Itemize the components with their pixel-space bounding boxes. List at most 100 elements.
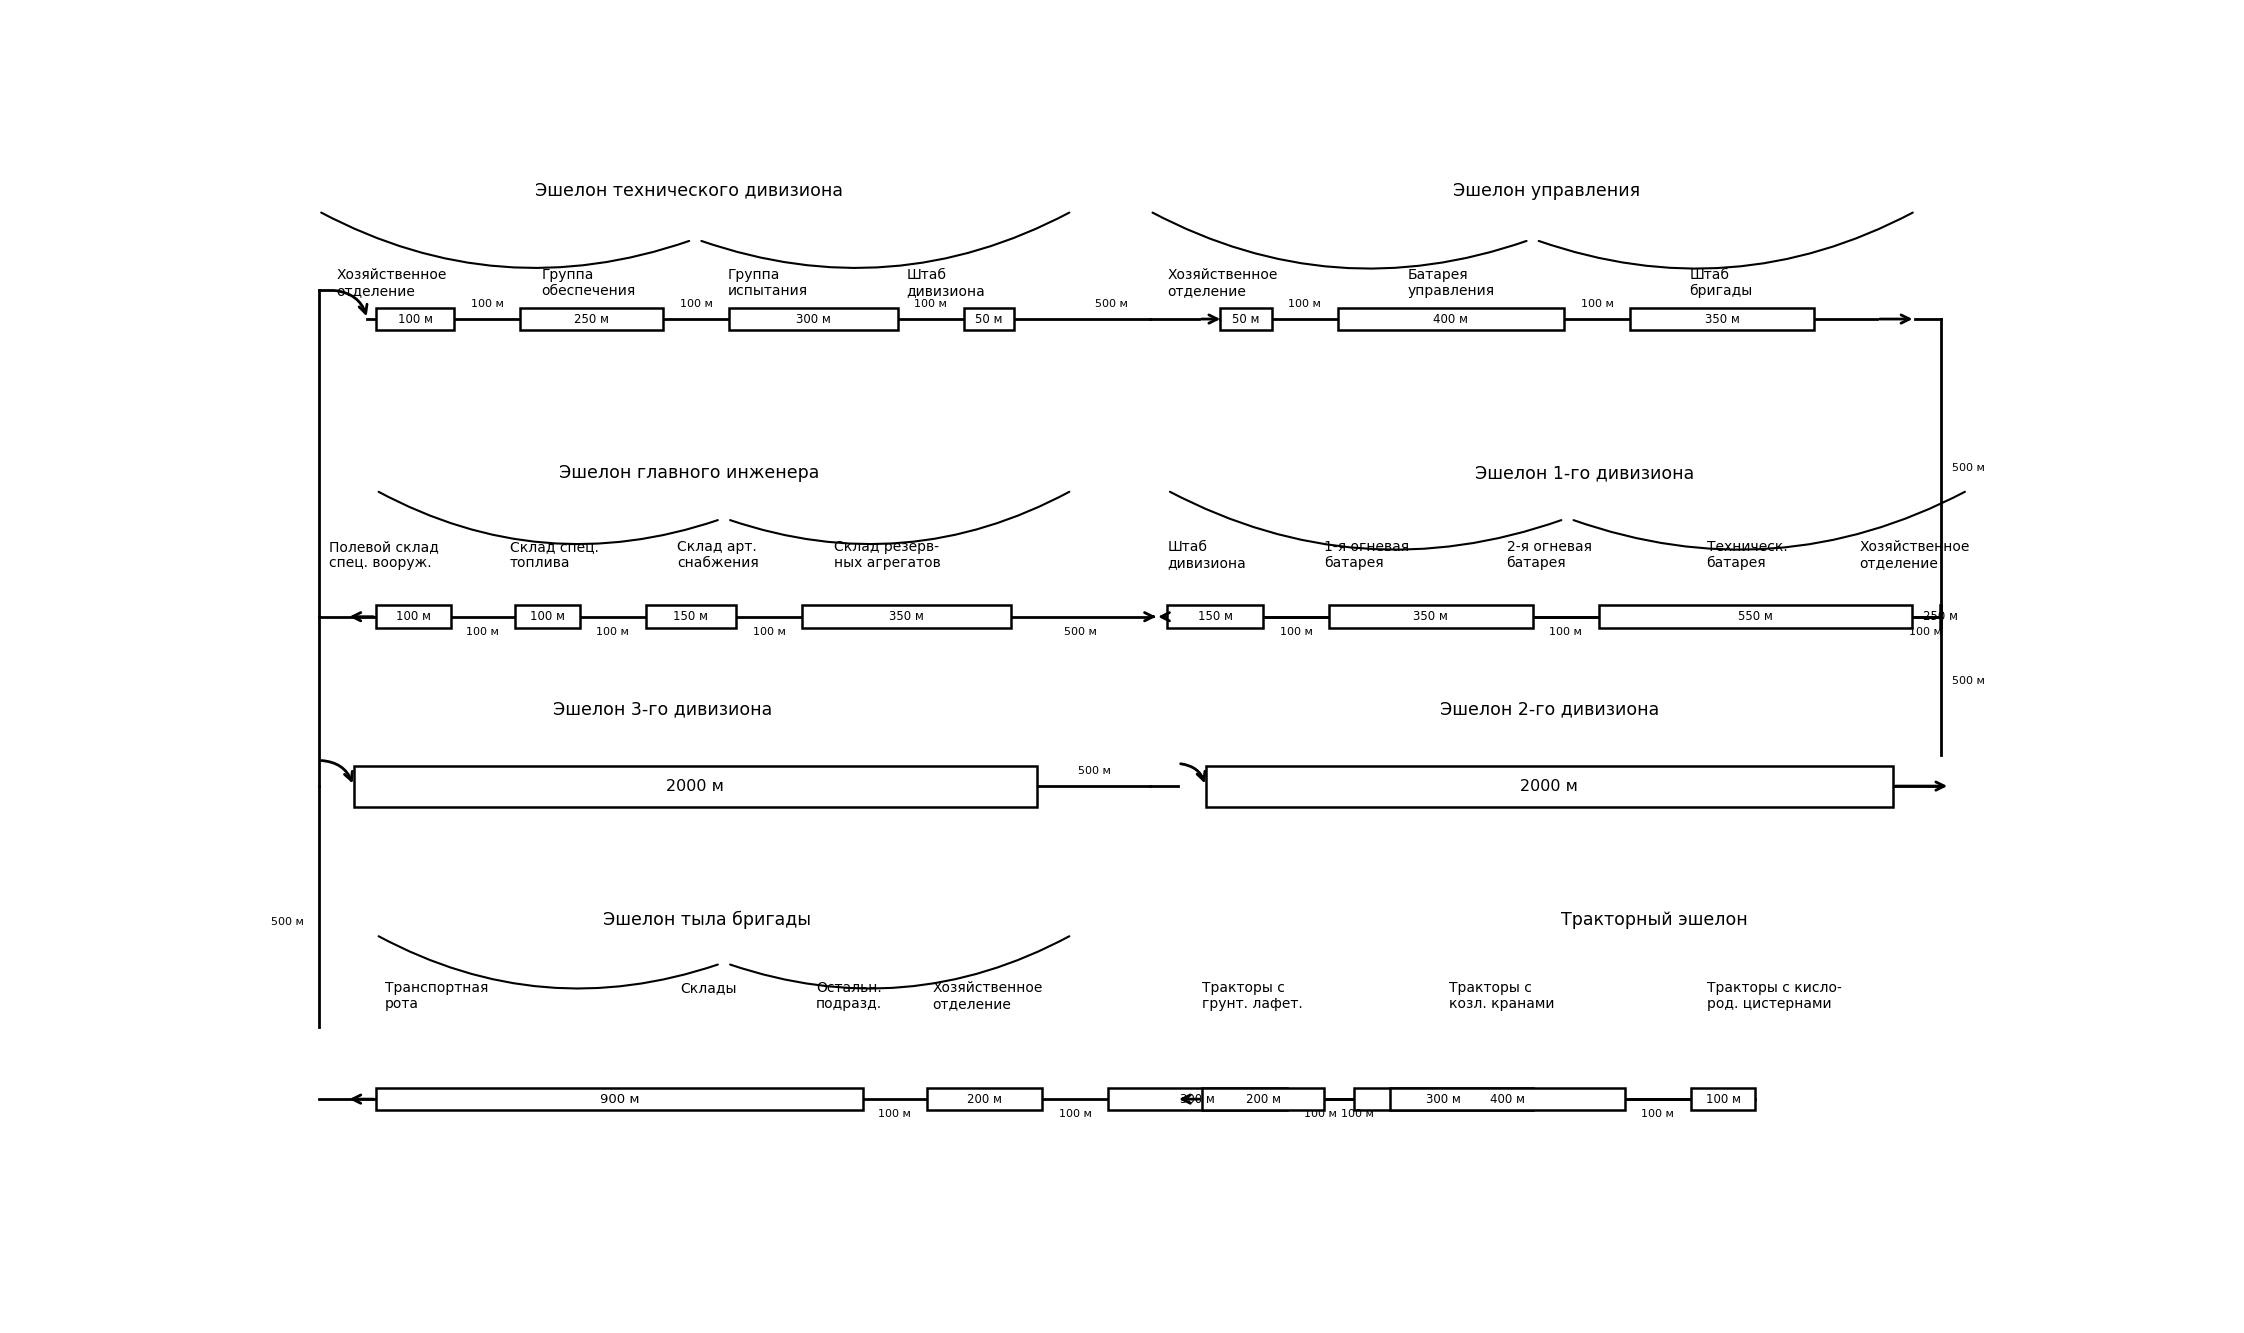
Text: 350 м: 350 м [889, 611, 925, 624]
Bar [355, 765, 1037, 806]
Bar [965, 308, 1014, 331]
Bar [516, 605, 579, 628]
Text: Тракторный эшелон: Тракторный эшелон [1562, 910, 1748, 929]
Bar [377, 605, 451, 628]
Text: 50 м: 50 м [976, 312, 1003, 325]
Text: 350 м: 350 м [1705, 312, 1739, 325]
Text: Штаб
бригады: Штаб бригады [1690, 268, 1753, 299]
Bar [803, 605, 1010, 628]
Text: Склад арт.
снабжения: Склад арт. снабжения [678, 540, 758, 571]
Text: Хозяйственное
отделение: Хозяйственное отделение [337, 268, 447, 299]
Text: Штаб
дивизиона: Штаб дивизиона [1167, 540, 1245, 571]
Bar [1167, 605, 1263, 628]
Text: 2-я огневая
батарея: 2-я огневая батарея [1506, 540, 1591, 571]
Text: 550 м: 550 м [1737, 611, 1773, 624]
Text: Эшелон главного инженера: Эшелон главного инженера [559, 464, 819, 483]
Text: 2000 м: 2000 м [666, 778, 725, 793]
Text: Батарея
управления: Батарея управления [1407, 268, 1495, 299]
Text: Эшелон управления: Эшелон управления [1454, 181, 1640, 200]
Bar [646, 605, 736, 628]
Text: 900 м: 900 м [599, 1093, 640, 1105]
Text: 400 м: 400 м [1490, 1093, 1526, 1105]
Text: 2000 м: 2000 м [1519, 778, 1578, 793]
Text: 500 м: 500 м [1952, 463, 1984, 473]
Text: Склады: Склады [680, 981, 736, 996]
Text: Полевой склад
спец. вооруж.: Полевой склад спец. вооруж. [330, 540, 440, 571]
Text: 100 м: 100 м [680, 299, 714, 309]
Text: 300 м: 300 м [1425, 1093, 1461, 1105]
Text: 500 м: 500 м [1095, 299, 1129, 309]
Bar [729, 308, 898, 331]
Text: 100 м: 100 м [1640, 1109, 1674, 1120]
Text: 100 м: 100 м [1279, 627, 1313, 637]
Bar [1337, 308, 1564, 331]
Text: Тракторы с кисло-
род. цистернами: Тракторы с кисло- род. цистернами [1708, 981, 1842, 1012]
Text: 100 м: 100 м [467, 627, 498, 637]
Text: 500 м: 500 м [272, 917, 303, 926]
Text: 350 м: 350 м [1414, 611, 1447, 624]
Text: 100 м: 100 м [1580, 299, 1613, 309]
Bar [1328, 605, 1533, 628]
Text: Транспортная
рота: Транспортная рота [386, 981, 489, 1012]
Text: 100 м: 100 м [1304, 1109, 1337, 1120]
Text: 1-я огневая
батарея: 1-я огневая батарея [1324, 540, 1409, 571]
Text: 100 м: 100 м [1288, 299, 1322, 309]
Text: 200 м: 200 м [967, 1093, 1003, 1105]
Text: 150 м: 150 м [673, 611, 709, 624]
Text: Хозяйственное
отделение: Хозяйственное отделение [934, 981, 1043, 1012]
Text: Склад спец.
топлива: Склад спец. топлива [509, 540, 599, 571]
Text: 500 м: 500 м [1952, 676, 1984, 686]
Text: 50 м: 50 м [1232, 312, 1259, 325]
Bar [1692, 1088, 1755, 1110]
Bar [521, 308, 664, 331]
Text: Группа
обеспечения: Группа обеспечения [541, 268, 635, 299]
Text: Хозяйственное
отделение: Хозяйственное отделение [1860, 540, 1970, 571]
Bar [1203, 1088, 1324, 1110]
Text: 100 м: 100 м [530, 611, 565, 624]
Text: 500 м: 500 м [1077, 765, 1111, 776]
Bar [377, 1088, 864, 1110]
Text: 100 м: 100 м [471, 299, 505, 309]
Bar [1221, 308, 1272, 331]
Text: Группа
испытания: Группа испытания [727, 268, 808, 299]
Text: 100 м: 100 м [397, 312, 433, 325]
Text: 300 м: 300 м [1180, 1093, 1216, 1105]
Text: 100 м: 100 м [597, 627, 628, 637]
Text: 100 м: 100 м [1340, 1109, 1373, 1120]
Text: 100 м: 100 м [752, 627, 785, 637]
Text: Склад резерв-
ных агрегатов: Склад резерв- ных агрегатов [833, 540, 940, 571]
Text: Штаб
дивизиона: Штаб дивизиона [907, 268, 985, 299]
Text: Эшелон 2-го дивизиона: Эшелон 2-го дивизиона [1441, 700, 1661, 718]
Text: 100 м: 100 м [395, 611, 431, 624]
Text: Эшелон 1-го дивизиона: Эшелон 1-го дивизиона [1474, 464, 1694, 483]
Text: Эшелон 3-го дивизиона: Эшелон 3-го дивизиона [554, 700, 772, 718]
Bar [1598, 605, 1912, 628]
Text: 200 м: 200 м [1245, 1093, 1281, 1105]
Text: 150 м: 150 м [1198, 611, 1232, 624]
Text: Тракторы с
козл. кранами: Тракторы с козл. кранами [1450, 981, 1555, 1012]
Text: 100 м: 100 м [1910, 627, 1941, 637]
Bar [1205, 765, 1892, 806]
Text: Техническ.
батарея: Техническ. батарея [1708, 540, 1786, 571]
Text: 100 м: 100 м [1059, 1109, 1093, 1120]
Text: 250 м: 250 м [574, 312, 610, 325]
Bar [1389, 1088, 1625, 1110]
Text: 100 м: 100 м [916, 299, 947, 309]
Bar [1629, 308, 1815, 331]
Text: 250 м: 250 м [1923, 611, 1959, 624]
Text: Тракторы с
грунт. лафет.: Тракторы с грунт. лафет. [1203, 981, 1304, 1012]
Bar [377, 308, 453, 331]
Text: Остальн.
подразд.: Остальн. подразд. [817, 981, 882, 1012]
Text: 100 м: 100 м [1705, 1093, 1741, 1105]
Text: 300 м: 300 м [797, 312, 830, 325]
Text: 400 м: 400 м [1434, 312, 1468, 325]
Text: Эшелон технического дивизиона: Эшелон технического дивизиона [534, 181, 844, 200]
Bar [927, 1088, 1041, 1110]
Bar [1353, 1088, 1533, 1110]
Bar [1109, 1088, 1288, 1110]
Text: 100 м: 100 м [877, 1109, 911, 1120]
Text: Хозяйственное
отделение: Хозяйственное отделение [1167, 268, 1277, 299]
Text: 500 м: 500 м [1064, 627, 1097, 637]
Text: 100 м: 100 м [1548, 627, 1582, 637]
Text: Эшелон тыла бригады: Эшелон тыла бригады [604, 910, 810, 929]
